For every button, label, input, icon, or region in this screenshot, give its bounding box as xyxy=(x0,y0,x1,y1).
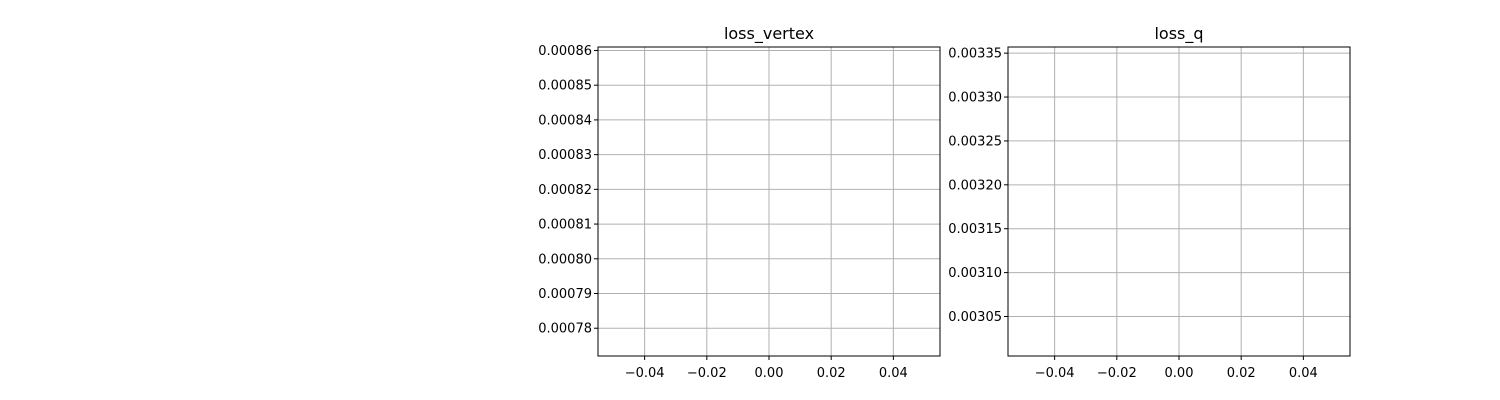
ticks: −0.04 −0.02 0.00 0.02 0.04 0.00305 0.00310 0.00… xyxy=(948,47,1318,381)
x-tick-label: 0.04 xyxy=(879,366,908,381)
x-tick-label: 0.02 xyxy=(1227,366,1256,381)
x-tick-label: −0.04 xyxy=(625,366,665,381)
y-tick-label: 0.00305 xyxy=(948,310,1002,325)
y-tick-label: 0.00330 xyxy=(948,91,1002,106)
y-tick-label: 0.00082 xyxy=(538,183,592,198)
x-tick-label: 0.00 xyxy=(755,366,784,381)
x-tick-label: −0.04 xyxy=(1035,366,1075,381)
y-tick-label: 0.00325 xyxy=(948,134,1002,149)
chart-title: loss_q xyxy=(1154,24,1203,44)
y-tick-label: 0.00335 xyxy=(948,47,1002,62)
chart-title: loss_vertex xyxy=(724,24,814,44)
axes-frame xyxy=(1007,46,1351,357)
x-tick-label: −0.02 xyxy=(1097,366,1137,381)
y-tick-label: 0.00320 xyxy=(948,178,1002,193)
x-tick-label: 0.00 xyxy=(1165,366,1194,381)
grid-lines xyxy=(1008,47,1350,356)
y-tick-label: 0.00315 xyxy=(948,222,1002,237)
y-tick-label: 0.00086 xyxy=(538,44,592,59)
x-tick-label: 0.02 xyxy=(817,366,846,381)
x-tick-label: 0.04 xyxy=(1289,366,1318,381)
y-tick-label: 0.00310 xyxy=(948,266,1002,281)
x-tick-label: −0.02 xyxy=(687,366,727,381)
chart-loss-vertex: loss_vertex −0.04 −0.02 0.00 0.02 0.04 0.0007… xyxy=(538,24,941,381)
y-tick-label: 0.00085 xyxy=(538,79,592,94)
y-tick-label: 0.00078 xyxy=(538,322,592,337)
ticks: −0.04 −0.02 0.00 0.02 0.04 0.00078 0.00079 0.00… xyxy=(538,44,908,381)
y-tick-label: 0.00081 xyxy=(538,218,592,233)
y-tick-label: 0.00080 xyxy=(538,252,592,267)
grid-lines xyxy=(598,47,940,356)
y-tick-label: 0.00079 xyxy=(538,287,592,302)
y-tick-label: 0.00083 xyxy=(538,148,592,163)
chart-loss-q: loss_q −0.04 −0.02 0.00 0.02 0.04 0.00305 0.00… xyxy=(948,24,1351,381)
axes-frame xyxy=(597,46,941,357)
y-tick-label: 0.00084 xyxy=(538,113,592,128)
